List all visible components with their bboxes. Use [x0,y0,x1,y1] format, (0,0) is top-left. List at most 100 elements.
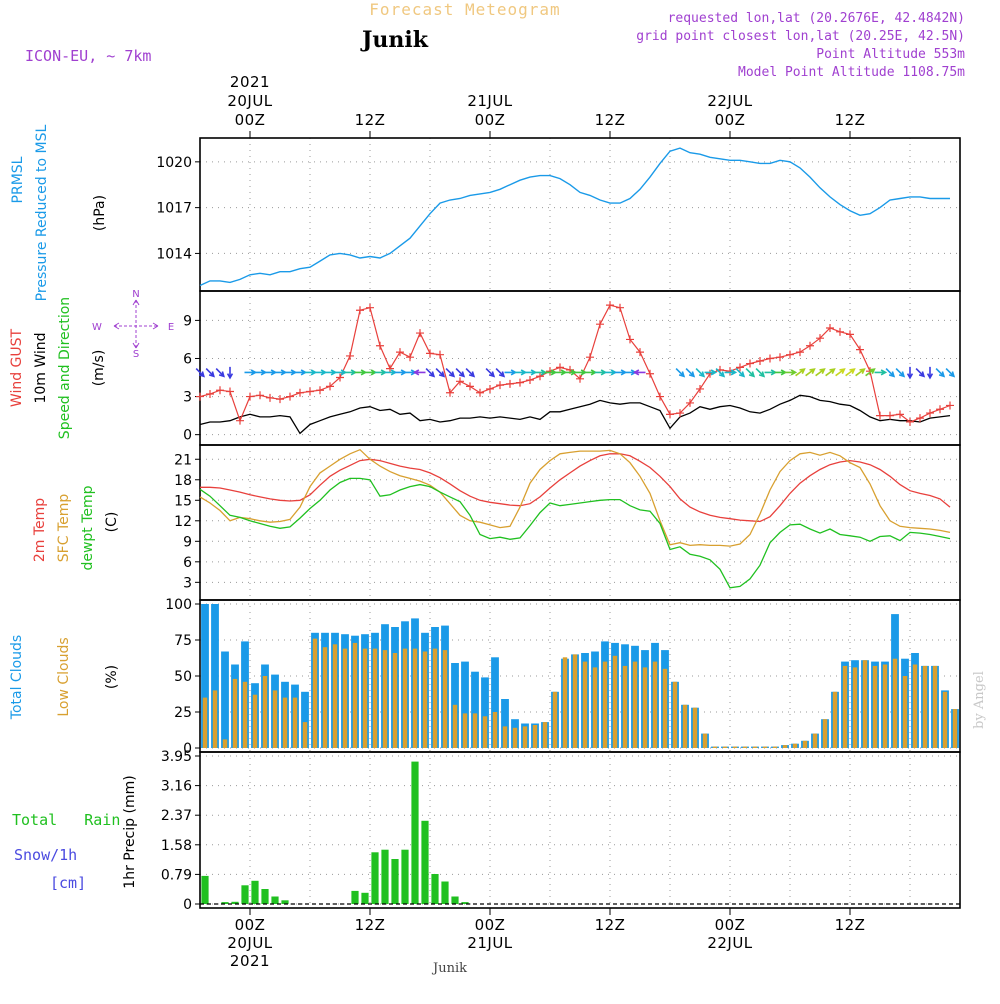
y-tick-label: 1014 [156,246,192,262]
wind-gust-marker [416,329,424,338]
wind-gust-marker [516,378,524,387]
temp-2m-label: 2m Temp [32,498,48,562]
low-cloud-bar [212,690,218,748]
panels: 1014 1017 1020 0 3 6 9 3 6 9 12 15 18 21 0 25 50 75 100 0 0.… [156,137,961,913]
wind-arrow [205,368,215,378]
y-tick-label: 6 [183,555,192,571]
rain-bar [251,880,259,904]
low-cloud-bar [472,713,478,748]
low-cloud-bar [302,722,308,748]
y-tick-label: 3 [183,390,192,406]
low-cloud-bar [892,658,898,748]
time-label-top: 20JUL [227,92,272,110]
wind-arrow [685,368,696,378]
low-cloud-bar [352,642,358,748]
low-cloud-bar [422,651,428,748]
time-label-bottom: 12Z [355,916,386,934]
y-tick-label: 1020 [156,155,192,171]
rain-bar [391,859,399,904]
y-tick-label: 3.95 [161,749,192,765]
low-cloud-bar [642,667,648,748]
wind-arrow [926,366,934,380]
low-cloud-bar [462,713,468,748]
wind-gust-marker [366,303,374,312]
wind-arrow [885,368,896,378]
y-tick-label: 3.16 [161,779,192,795]
snow-label: Snow/1h [14,846,77,864]
time-label-top: 12Z [835,111,866,129]
low-cloud-bar [542,722,548,748]
rain-bar [281,900,289,904]
precip-unit: 1hr Precip (mm) [122,775,138,888]
wind-arrow [465,368,476,378]
y-tick-label: 9 [183,534,192,550]
low-cloud-bar [662,668,668,748]
y-tick-label: 50 [174,669,192,685]
time-label-top: 12Z [595,111,626,129]
wind-arrow [425,368,436,378]
pressure-line [199,147,950,287]
wind-gust-marker [636,348,644,357]
wind-gust-line [199,304,951,423]
time-label-top: 2021 [230,73,270,91]
low-cloud-bar [852,667,858,748]
time-label-top: 00Z [235,111,266,129]
wind-arrow [915,368,926,378]
total-cloud-bar [491,657,499,748]
pressure-side-labels: PRMSL Pressure Reduced to MSL (hPa) [10,124,108,301]
low-cloud-bar [902,676,908,748]
rain-bar [431,874,439,904]
wind-gust-marker [346,351,354,360]
wind-gust-marker [896,410,904,419]
low-cloud-bar [592,667,598,748]
model-point-altitude: Model Point Altitude 1108.75m [738,65,965,80]
footer-station: Junik [431,961,467,976]
rain-bar [201,875,209,904]
wind-gust-marker [326,382,334,391]
wind-gust-label: Wind GUST [9,328,25,407]
pressure-panel: 1014 1017 1020 [156,137,961,292]
temperature-side-labels: 2m Temp SFC Temp dewpt Temp (C) [32,485,120,570]
clouds-side-labels: Total Clouds Low Clouds (%) [9,635,120,720]
wind-arrow [874,369,888,376]
low-cloud-bar [512,727,518,748]
rain-bar [221,902,229,904]
low-cloud-bar [752,746,758,748]
low-cloud-bar [502,726,508,748]
wind-arrow [745,368,756,378]
wind-arrow [784,369,798,376]
wind-arrow [805,368,816,377]
wind-arrow [865,368,876,377]
wind-gust-marker [246,392,254,401]
low-cloud-bar [382,650,388,748]
wind-gust-marker [826,324,834,333]
low-cloud-bar [942,691,948,748]
low-cloud-bar [222,739,228,748]
wind-gust-marker [656,392,664,401]
wind-arrow [215,368,225,378]
total-cloud-bar [211,604,219,748]
wind-gust-marker [556,363,564,372]
wind-gust-marker [256,391,264,400]
wind-gust-marker [236,416,244,425]
low-cloud-bar [442,650,448,748]
wind-arrow [455,368,466,378]
wind-arrow [412,369,426,376]
wind-gust-marker [296,388,304,397]
low-cloud-bar [672,681,678,748]
wind-gust-marker [286,392,294,401]
rain-bar [461,902,469,904]
pressure-label-prmsl: PRMSL [10,156,26,203]
precip-side-labels: Total Rain Snow/1h [cm] 1hr Precip (mm) [12,775,138,892]
requested-lonlat: requested lon,lat (20.2676E, 42.4842N) [668,11,965,26]
low-cloud-bar [232,678,238,748]
rain-bar [441,881,449,904]
y-tick-label: 12 [174,514,192,530]
y-tick-label: 3 [183,575,192,591]
y-tick-label: 25 [174,705,192,721]
time-label-bottom: 00Z [475,916,506,934]
time-label-bottom: 12Z [595,916,626,934]
wind-panel: 0 3 6 9 [183,290,961,446]
watermark: by Angel [972,671,987,729]
